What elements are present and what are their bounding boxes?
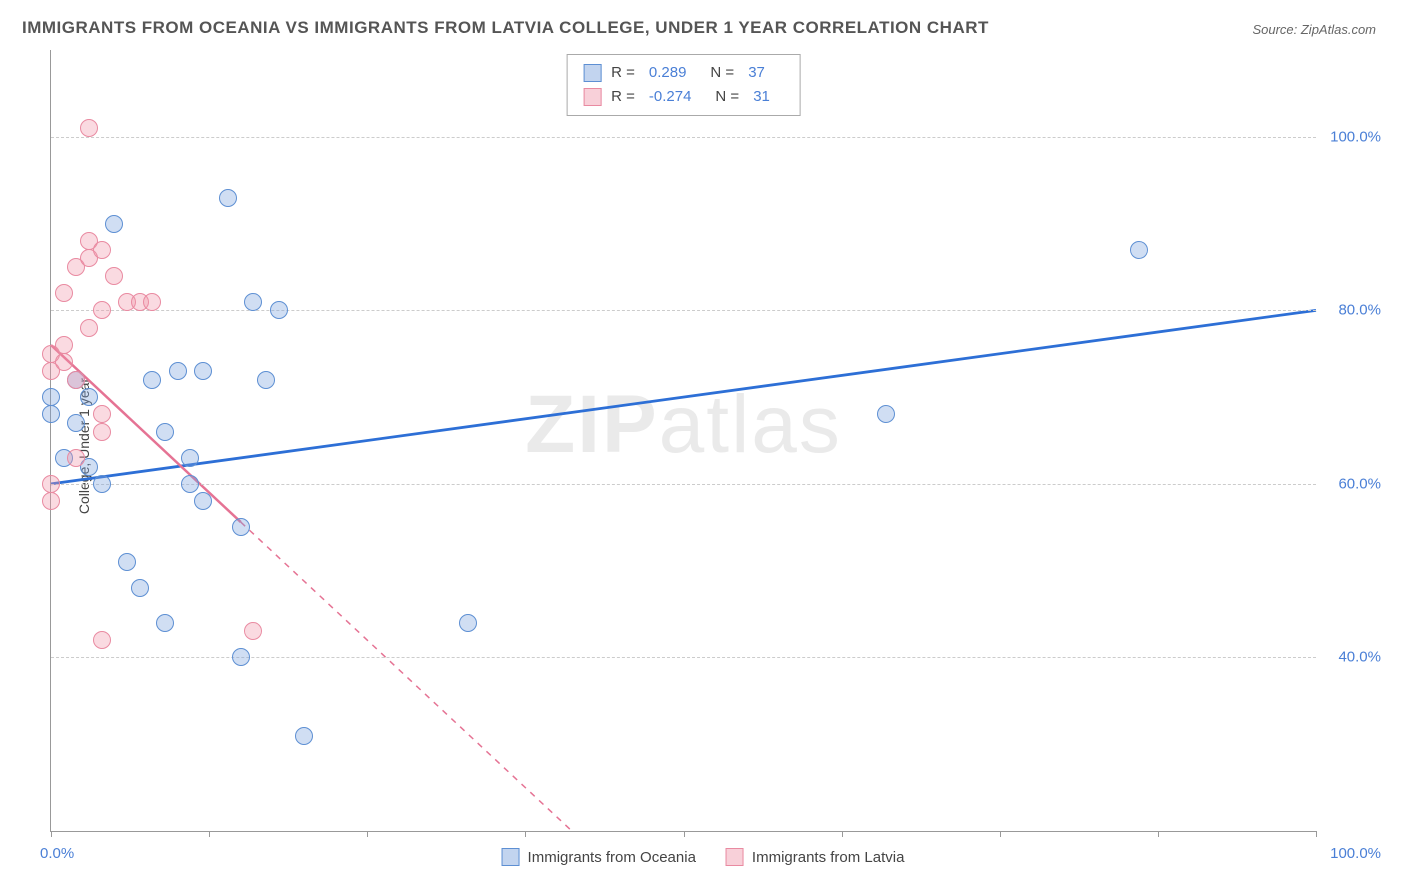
data-point: [194, 362, 212, 380]
data-point: [169, 362, 187, 380]
gridline: [51, 484, 1316, 485]
data-point: [459, 614, 477, 632]
data-point: [93, 301, 111, 319]
y-tick-label: 100.0%: [1330, 128, 1381, 145]
legend-r-label: R =: [611, 61, 635, 85]
legend-row-latvia: R = -0.274 N = 31: [583, 85, 784, 109]
x-tick: [525, 831, 526, 837]
data-point: [232, 518, 250, 536]
data-point: [67, 414, 85, 432]
data-point: [118, 553, 136, 571]
y-tick-label: 60.0%: [1338, 475, 1381, 492]
data-point: [877, 405, 895, 423]
data-point: [93, 423, 111, 441]
data-point: [232, 648, 250, 666]
x-tick: [51, 831, 52, 837]
chart-title: IMMIGRANTS FROM OCEANIA VS IMMIGRANTS FR…: [22, 18, 989, 38]
y-tick-label: 40.0%: [1338, 649, 1381, 666]
legend-item-oceania: Immigrants from Oceania: [502, 848, 696, 866]
legend-latvia-r: -0.274: [649, 85, 692, 109]
data-point: [194, 492, 212, 510]
x-axis-start-label: 0.0%: [40, 845, 74, 862]
data-point: [244, 622, 262, 640]
data-point: [42, 388, 60, 406]
data-point: [143, 371, 161, 389]
gridline: [51, 310, 1316, 311]
swatch-blue-icon: [502, 848, 520, 866]
x-tick: [1158, 831, 1159, 837]
data-point: [55, 336, 73, 354]
gridline: [51, 137, 1316, 138]
legend-oceania-n: 37: [748, 61, 765, 85]
data-point: [219, 189, 237, 207]
data-point: [181, 449, 199, 467]
data-point: [42, 475, 60, 493]
x-tick: [1316, 831, 1317, 837]
data-point: [270, 301, 288, 319]
data-point: [244, 293, 262, 311]
legend-n-label: N =: [710, 61, 734, 85]
data-point: [143, 293, 161, 311]
swatch-pink-icon: [726, 848, 744, 866]
x-tick: [842, 831, 843, 837]
data-point: [93, 631, 111, 649]
data-point: [295, 727, 313, 745]
data-point: [80, 119, 98, 137]
swatch-pink-icon: [583, 88, 601, 106]
trend-line: [241, 522, 572, 831]
data-point: [80, 388, 98, 406]
data-point: [67, 371, 85, 389]
data-point: [156, 614, 174, 632]
legend-r-label: R =: [611, 85, 635, 109]
data-point: [93, 241, 111, 259]
x-tick: [209, 831, 210, 837]
data-point: [55, 353, 73, 371]
trend-lines-svg: [51, 50, 1316, 831]
legend-item-latvia: Immigrants from Latvia: [726, 848, 905, 866]
legend-correlation-box: R = 0.289 N = 37 R = -0.274 N = 31: [566, 54, 801, 116]
data-point: [42, 405, 60, 423]
data-point: [1130, 241, 1148, 259]
data-point: [42, 492, 60, 510]
x-tick: [1000, 831, 1001, 837]
data-point: [80, 319, 98, 337]
y-tick-label: 80.0%: [1338, 302, 1381, 319]
data-point: [105, 215, 123, 233]
x-tick: [367, 831, 368, 837]
data-point: [105, 267, 123, 285]
legend-oceania-r: 0.289: [649, 61, 687, 85]
data-point: [67, 449, 85, 467]
source-label: Source: ZipAtlas.com: [1252, 22, 1376, 37]
legend-n-label: N =: [715, 85, 739, 109]
legend-label-latvia: Immigrants from Latvia: [752, 849, 905, 866]
legend-label-oceania: Immigrants from Oceania: [528, 849, 696, 866]
data-point: [131, 579, 149, 597]
data-point: [156, 423, 174, 441]
data-point: [93, 475, 111, 493]
data-point: [181, 475, 199, 493]
legend-row-oceania: R = 0.289 N = 37: [583, 61, 784, 85]
data-point: [93, 405, 111, 423]
legend-latvia-n: 31: [753, 85, 770, 109]
swatch-blue-icon: [583, 64, 601, 82]
data-point: [55, 284, 73, 302]
trend-line: [51, 310, 1316, 484]
x-tick: [684, 831, 685, 837]
data-point: [257, 371, 275, 389]
legend-bottom: Immigrants from Oceania Immigrants from …: [502, 848, 905, 866]
plot-area: ZIPatlas R = 0.289 N = 37 R = -0.274 N =…: [50, 50, 1316, 832]
x-axis-end-label: 100.0%: [1330, 845, 1381, 862]
